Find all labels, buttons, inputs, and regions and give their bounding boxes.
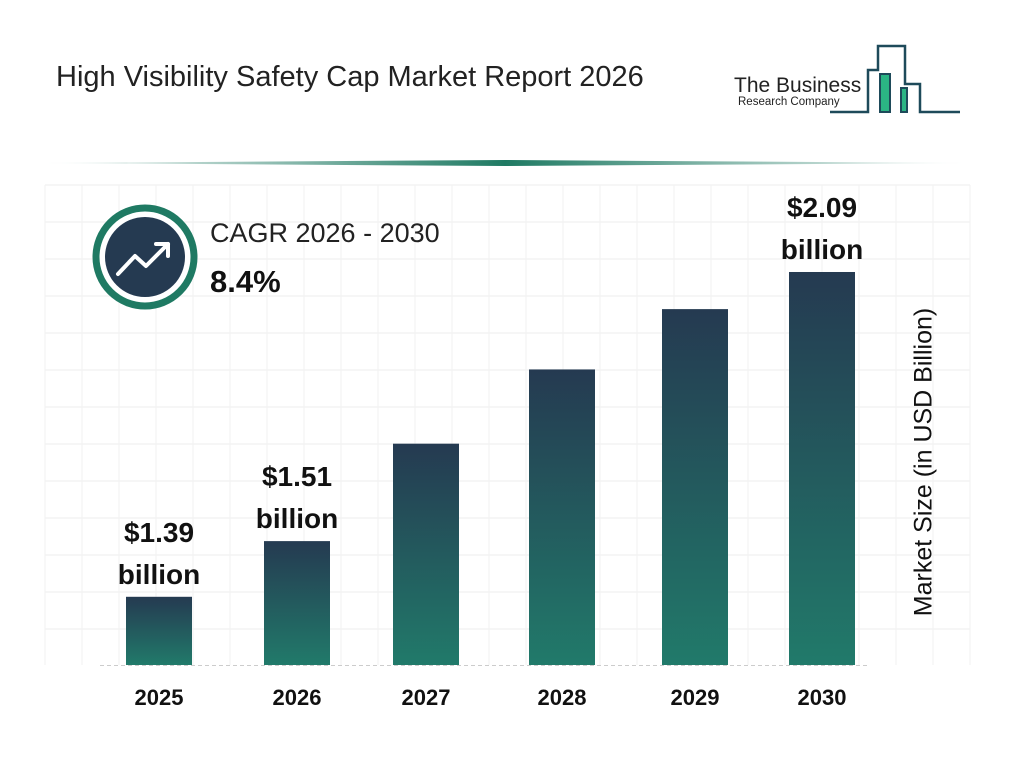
x-tick-label: 2030 (798, 685, 847, 710)
logo-text-primary: The Business (734, 74, 862, 97)
page-title: High Visibility Safety Cap Market Report… (56, 61, 644, 93)
data-label: $1.39 billion (118, 517, 200, 590)
company-logo: The Business Research Company (730, 44, 965, 116)
x-tick-label: 2028 (538, 685, 587, 710)
bar-2029 (662, 309, 728, 665)
logo-text-secondary: Research Company (738, 96, 840, 108)
x-tick-label: 2027 (402, 685, 451, 710)
cagr-value: 8.4% (210, 264, 281, 299)
bar-2030 (789, 271, 855, 665)
title-divider (40, 160, 970, 166)
logo-buildings-icon (830, 44, 960, 114)
data-label: $2.09 billion (781, 192, 863, 265)
x-tick-label: 2025 (135, 685, 184, 710)
data-label: $1.51 billion (256, 461, 338, 534)
trending-up-icon (116, 242, 170, 276)
y-axis-label: Market Size (in USD Billion) (909, 307, 938, 617)
bar-2028 (529, 369, 595, 665)
x-tick-label: 2026 (273, 685, 322, 710)
bar-2026 (264, 541, 330, 665)
cagr-label: CAGR 2026 - 2030 (210, 218, 440, 248)
cagr-badge (92, 204, 198, 310)
bar-2025 (126, 596, 192, 665)
x-tick-label: 2029 (671, 685, 720, 710)
bar-2027 (393, 443, 459, 665)
